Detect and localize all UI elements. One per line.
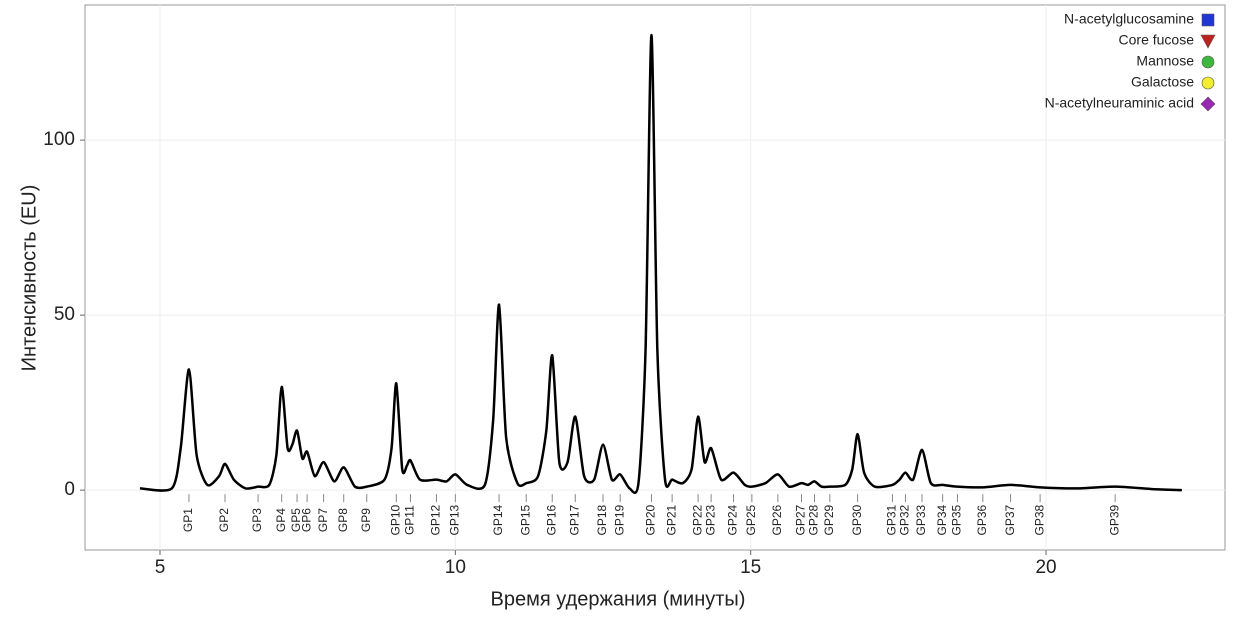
legend-label: Galactose — [1131, 74, 1194, 90]
x-tick-label: 15 — [740, 557, 761, 578]
trace-line — [139, 33, 1182, 494]
peak-label: GP16 — [544, 504, 558, 535]
peak-label: GP26 — [770, 504, 784, 535]
peak-label: GP11 — [403, 505, 417, 535]
peak-label: GP15 — [518, 504, 532, 535]
peak-label: GP35 — [950, 504, 964, 535]
legend-label: N-acetylneuraminic acid — [1045, 95, 1194, 111]
peak-label: GP27 — [794, 504, 808, 535]
peak-label: GP24 — [726, 504, 740, 535]
peak-label: GP14 — [491, 504, 505, 535]
y-tick-label: 0 — [64, 479, 75, 500]
x-tick-label: 10 — [445, 557, 466, 578]
x-axis-label: Время удержания (минуты) — [491, 588, 746, 610]
peak-label: GP23 — [703, 504, 717, 535]
peak-label: GP22 — [690, 504, 704, 535]
peak-label: GP18 — [595, 504, 609, 535]
peak-label: GP8 — [336, 508, 350, 532]
peak-label: GP39 — [1107, 504, 1121, 535]
peak-label: GP31 — [885, 504, 899, 535]
x-tick-label: 5 — [155, 557, 166, 578]
peak-label: GP19 — [612, 504, 626, 535]
peak-label: GP6 — [299, 508, 313, 532]
peak-label: GP5 — [289, 508, 303, 532]
legend-symbol — [1201, 55, 1215, 69]
peak-label: GP17 — [567, 504, 581, 535]
y-axis-label: Интенсивность (EU) — [18, 185, 40, 372]
legend-symbol — [1201, 76, 1215, 90]
legend-label: Mannose — [1136, 53, 1194, 69]
legend-symbol — [1200, 34, 1216, 49]
legend-label: N-acetylglucosamine — [1064, 11, 1194, 27]
peak-label: GP1 — [181, 508, 195, 532]
legend-symbol — [1201, 13, 1215, 27]
peak-label: GP30 — [850, 504, 864, 535]
peak-label: GP38 — [1032, 504, 1046, 535]
legend-label: Core fucose — [1119, 32, 1195, 48]
peak-label: GP13 — [448, 504, 462, 535]
peak-label: GP36 — [975, 504, 989, 535]
peak-label: GP28 — [807, 504, 821, 535]
legend-symbol — [1200, 96, 1216, 112]
peak-label: GP4 — [274, 508, 288, 532]
peak-label: GP12 — [429, 504, 443, 535]
peak-label: GP7 — [316, 508, 330, 532]
peak-label: GP9 — [359, 508, 373, 532]
peak-label: GP32 — [898, 504, 912, 535]
y-tick-label: 100 — [43, 129, 75, 150]
peak-label: GP37 — [1003, 504, 1017, 535]
peak-label: GP25 — [744, 504, 758, 535]
y-tick-label: 50 — [54, 304, 75, 325]
peak-label: GP2 — [217, 508, 231, 532]
x-tick-label: 20 — [1035, 557, 1056, 578]
peak-label: GP34 — [935, 504, 949, 535]
peak-label: GP10 — [388, 504, 402, 535]
peak-label: GP29 — [822, 504, 836, 535]
peak-label: GP3 — [250, 508, 264, 532]
peak-label: GP20 — [644, 504, 658, 535]
peak-label: GP21 — [664, 504, 678, 535]
peak-label: GP33 — [914, 504, 928, 535]
